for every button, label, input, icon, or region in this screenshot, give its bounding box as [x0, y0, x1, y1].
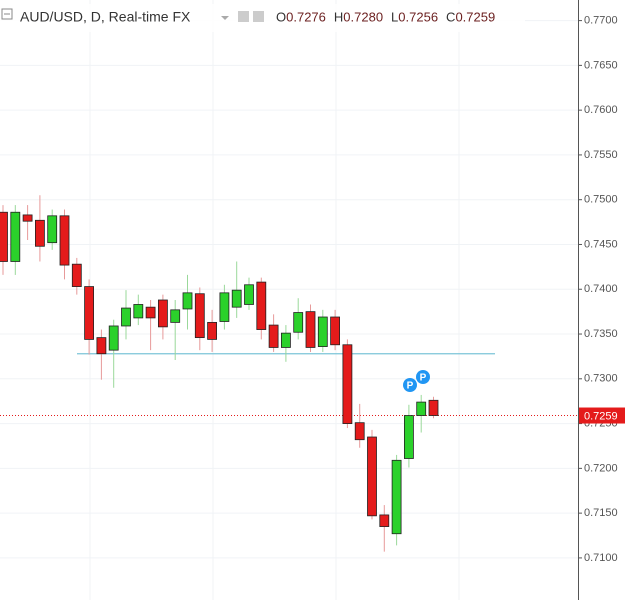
ohlc-key: O — [276, 9, 286, 24]
candle-body — [268, 324, 279, 348]
candle-body — [0, 211, 8, 262]
candle-body — [145, 306, 156, 319]
ohlc-key: L — [391, 9, 398, 24]
candle-body — [428, 399, 439, 416]
event-marker — [403, 378, 417, 392]
candle-body — [416, 401, 427, 416]
candle-body — [379, 514, 390, 527]
candle-body — [170, 309, 181, 323]
y-tick-label: 0.7300 — [584, 373, 618, 385]
candle-body — [108, 325, 119, 351]
candle-body — [207, 321, 218, 340]
candle-body — [84, 286, 94, 340]
candle-body — [10, 211, 21, 262]
candle-body — [231, 289, 242, 308]
y-tick-label: 0.7550 — [584, 149, 618, 161]
dropdown-arrow[interactable] — [221, 16, 229, 20]
candle-body — [367, 436, 377, 517]
ohlc-value: 0.7280 — [343, 9, 383, 24]
y-tick-label: 0.7450 — [584, 238, 618, 250]
y-tick-label: 0.7600 — [584, 104, 618, 116]
candle-body — [293, 312, 304, 333]
y-tick-label: 0.7350 — [584, 328, 618, 340]
y-tick-label: 0.7500 — [584, 194, 618, 206]
candle-body — [96, 337, 107, 355]
ohlc-legend: O 0.7276 H 0.7280 L 0.7256 C 0.7259 — [276, 9, 495, 24]
candle-body — [391, 459, 402, 535]
symbol-title[interactable]: AUD/USD, D, Real-time FX — [20, 9, 191, 25]
ohlc-key: C — [446, 9, 455, 24]
candle-body — [47, 215, 58, 244]
y-tick-label: 0.7100 — [584, 552, 618, 564]
y-tick-label: 0.7150 — [584, 507, 618, 519]
candle-body — [256, 281, 267, 330]
candle-body — [354, 422, 365, 441]
candle-body — [133, 304, 144, 319]
candle-body — [244, 284, 254, 305]
candle-body — [194, 293, 205, 339]
event-marker — [416, 370, 430, 384]
price-axis: 0.7700 0.7650 0.7600 0.7550 0.7500 0.7450 0.74… — [578, 15, 625, 564]
icon-settings[interactable] — [253, 11, 264, 22]
candle-body — [330, 316, 341, 346]
event-marker-label: P — [407, 381, 414, 392]
candle-body — [317, 316, 328, 347]
candle-body — [219, 292, 230, 322]
y-tick-label: 0.7400 — [584, 283, 618, 295]
y-tick-label: 0.7200 — [584, 462, 618, 474]
candle-body — [182, 292, 193, 310]
candle-body — [280, 332, 291, 348]
ohlc-value: 0.7256 — [398, 9, 438, 24]
last-price-box — [579, 407, 625, 424]
ohlc-value: 0.7259 — [455, 9, 495, 24]
candle-body — [35, 219, 45, 247]
icon-eye[interactable] — [238, 11, 249, 22]
ohlc-key: H — [334, 9, 343, 24]
last-price-label: 0.7259 — [584, 410, 618, 422]
y-tick-label: 0.7650 — [584, 59, 618, 71]
candle-body — [59, 215, 70, 266]
y-tick-label: 0.7700 — [584, 15, 618, 27]
candle-body — [71, 263, 82, 287]
candle-body — [305, 311, 316, 348]
plot: PP — [0, 195, 578, 552]
candle-body — [121, 307, 131, 327]
ohlc-value: 0.7276 — [286, 9, 326, 24]
collapse-icon[interactable] — [1, 8, 13, 20]
candle-body — [403, 415, 414, 459]
event-marker-label: P — [420, 373, 427, 384]
candle-body — [342, 344, 353, 424]
candle-body — [157, 299, 168, 328]
candle-body — [22, 214, 33, 222]
